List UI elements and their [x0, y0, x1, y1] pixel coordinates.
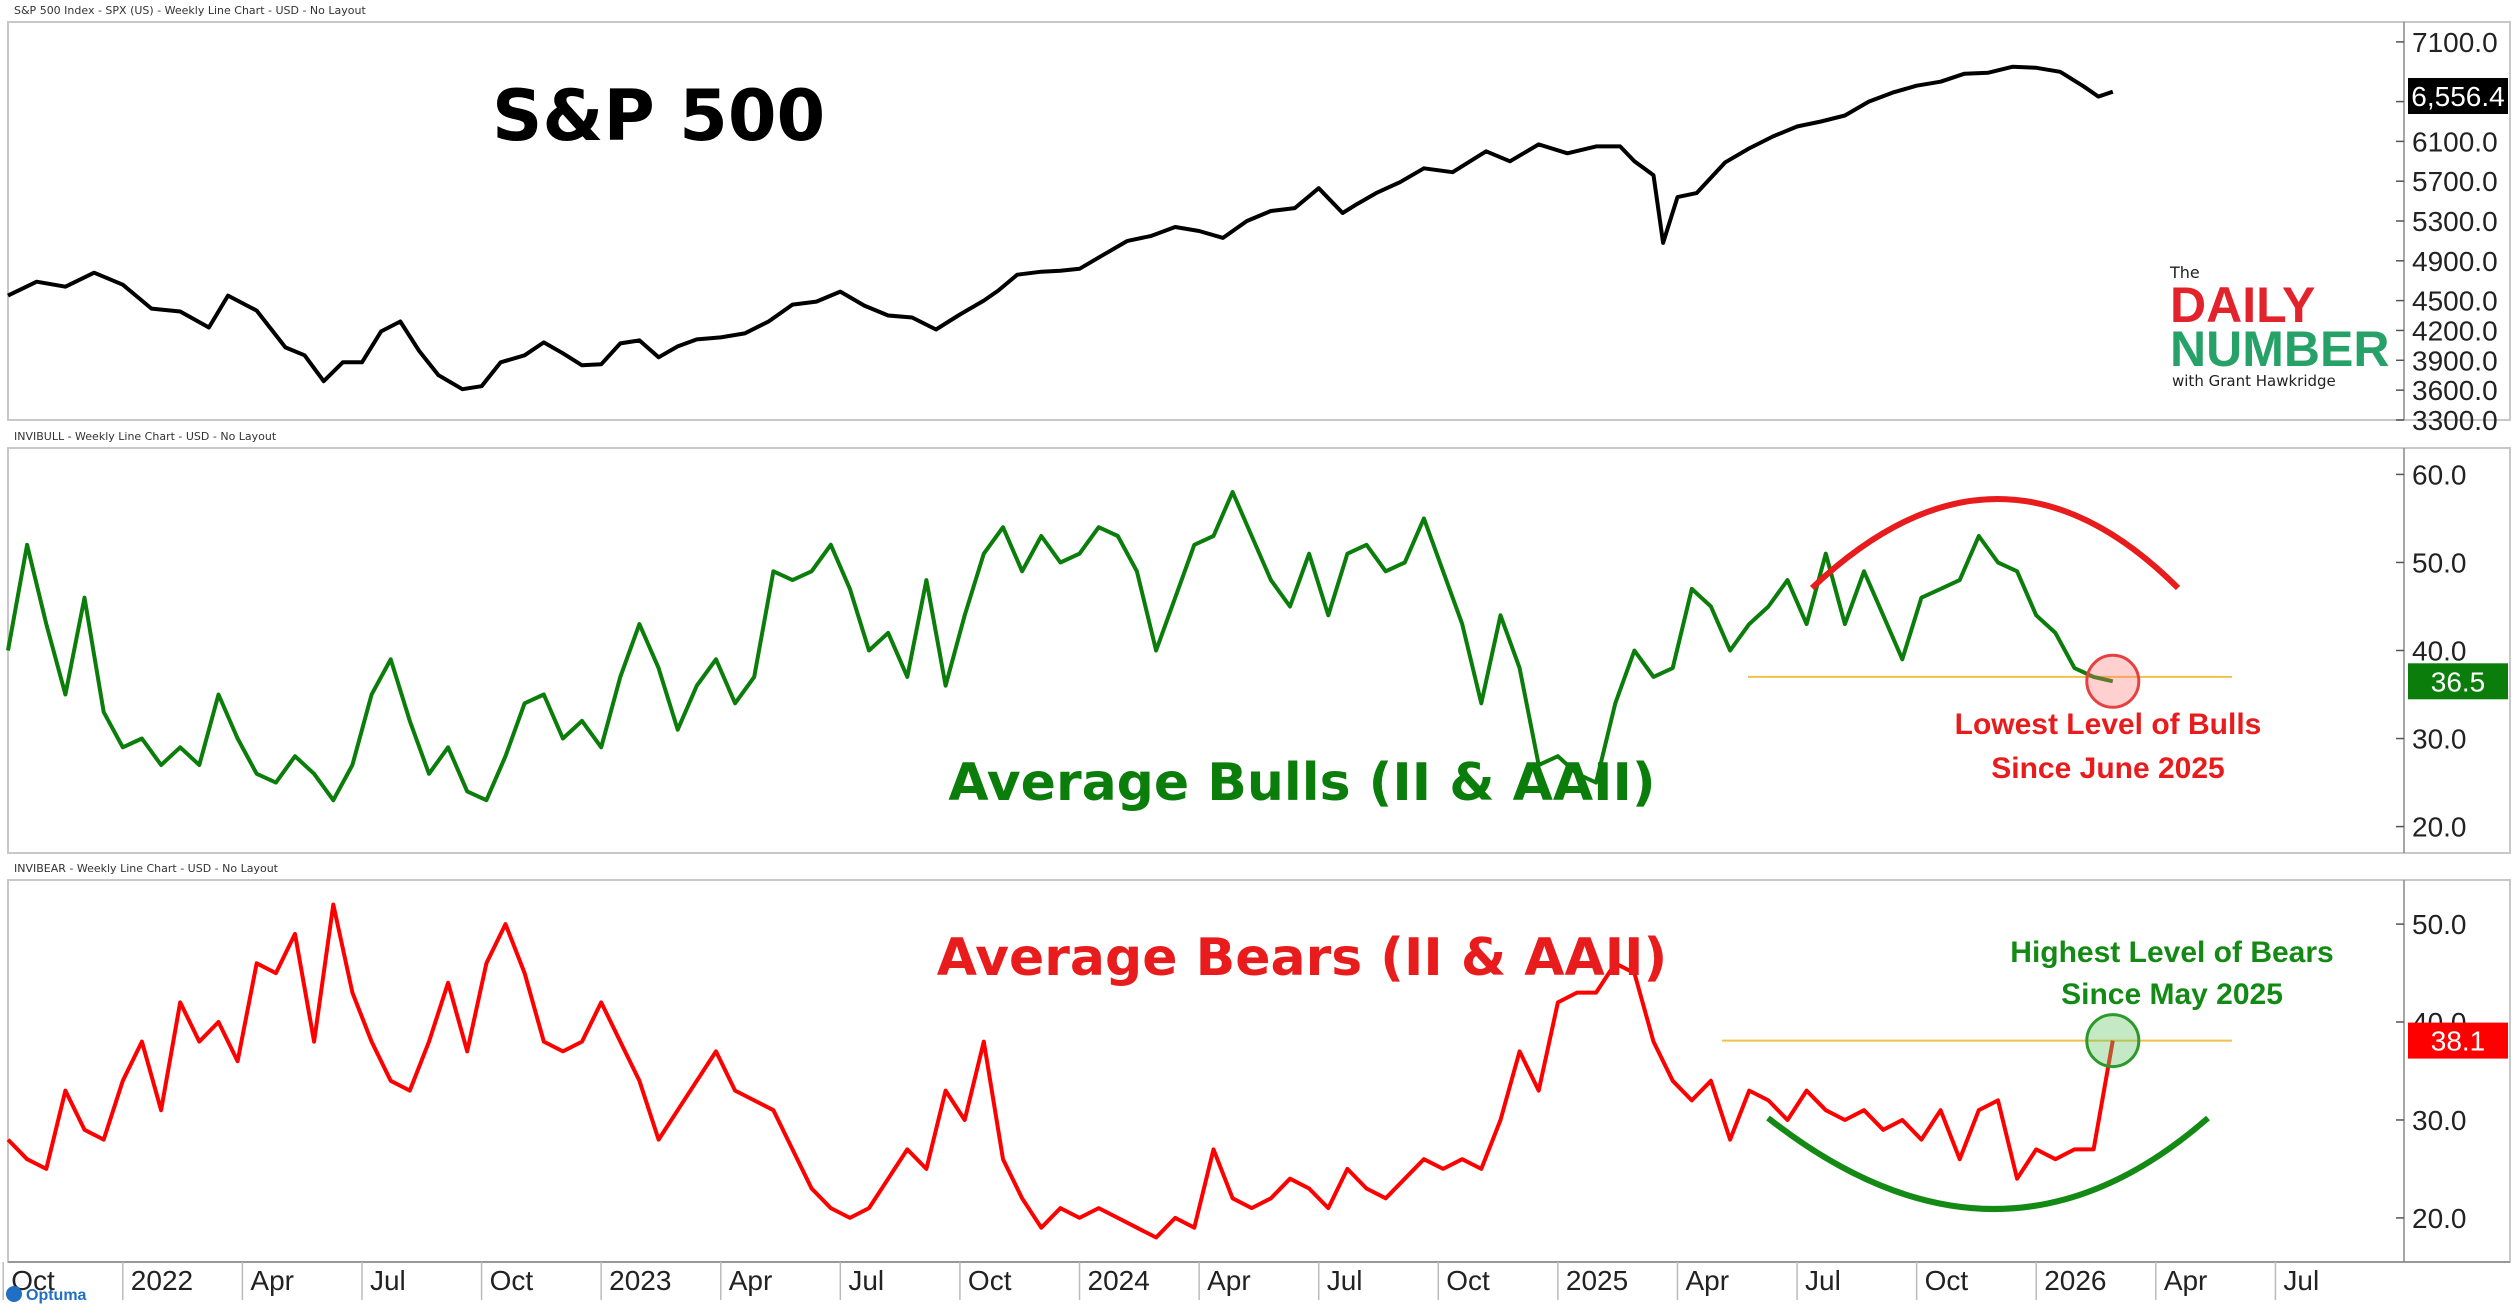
- bears-panel: INVIBEAR - Weekly Line Chart - USD - No …: [6, 862, 2511, 1263]
- sp500-series-line: [7, 64, 2114, 392]
- optuma-badge[interactable]: Optuma: [6, 1286, 87, 1304]
- bulls-y-tick-label: 60.0: [2412, 459, 2467, 490]
- logo-byline: with Grant Hawkridge: [2172, 372, 2336, 390]
- sp500-y-tick-label: 6100.0: [2412, 126, 2498, 157]
- bears-y-axis: 20.030.040.050.0: [2396, 880, 2467, 1262]
- x-tick-label: Oct: [1925, 1265, 1969, 1296]
- x-tick-label: Apr: [250, 1265, 294, 1296]
- bulls-top-arc: [1809, 496, 2181, 591]
- x-tick-label: 2026: [2044, 1265, 2106, 1296]
- bears-high-marker: [2085, 1013, 2141, 1069]
- x-tick-label: Apr: [1207, 1265, 1251, 1296]
- bulls-y-tick-label: 20.0: [2412, 812, 2467, 843]
- bears-y-tick-label: 20.0: [2412, 1203, 2467, 1234]
- sp500-header: S&P 500 Index - SPX (US) - Weekly Line C…: [14, 4, 366, 17]
- sp500-y-tick-label: 3600.0: [2412, 375, 2498, 406]
- x-tick-label: 2025: [1566, 1265, 1628, 1296]
- bulls-last-value: 36.5: [2431, 666, 2486, 697]
- bulls-header: INVIBULL - Weekly Line Chart - USD - No …: [14, 430, 277, 443]
- bulls-y-tick-label: 50.0: [2412, 547, 2467, 578]
- bulls-y-tick-label: 30.0: [2412, 724, 2467, 755]
- sp500-panel: S&P 500 Index - SPX (US) - Weekly Line C…: [7, 4, 2511, 436]
- bears-series-line: [6, 902, 2115, 1240]
- sp500-y-tick-label: 3300.0: [2412, 405, 2498, 436]
- logo-the: The: [2169, 263, 2200, 282]
- bears-annotation-line2: Since May 2025: [2061, 978, 2283, 1011]
- bulls-low-marker: [2085, 653, 2141, 709]
- bulls-title: Average Bulls (II & AAII): [948, 753, 1655, 813]
- bulls-last-value-badge: 36.5: [2408, 663, 2508, 700]
- x-tick-label: Jul: [1805, 1265, 1841, 1296]
- sp500-plot-frame: [7, 21, 2511, 421]
- bulls-annotation-line2: Since June 2025: [1991, 752, 2224, 785]
- x-tick-label: 2022: [131, 1265, 193, 1296]
- x-tick-label: Jul: [2283, 1265, 2319, 1296]
- bulls-series-line: [6, 490, 2114, 803]
- sp500-y-tick-label: 4500.0: [2412, 286, 2498, 317]
- x-tick-label: 2023: [609, 1265, 671, 1296]
- x-tick-label: Oct: [968, 1265, 1012, 1296]
- x-tick-label: 2024: [1088, 1265, 1150, 1296]
- x-tick-label: Jul: [370, 1265, 406, 1296]
- logo-daily: DAILY: [2170, 277, 2315, 333]
- x-tick-label: Jul: [848, 1265, 884, 1296]
- bears-bottom-arc: [1766, 1115, 2210, 1212]
- x-tick-label: Oct: [490, 1265, 534, 1296]
- optuma-icon: [6, 1286, 22, 1302]
- bears-last-value-badge: 38.1: [2408, 1022, 2508, 1059]
- bulls-y-tick-label: 40.0: [2412, 636, 2467, 667]
- bulls-y-axis: 20.0 30.0 40.0 50.0 60.0: [2396, 448, 2467, 853]
- sp500-y-tick-label: 4900.0: [2412, 246, 2498, 277]
- sp500-title: S&P 500: [492, 75, 825, 157]
- x-tick-label: Jul: [1327, 1265, 1363, 1296]
- sp500-y-tick-label: 3900.0: [2412, 345, 2498, 376]
- sp500-last-value: 6,556.4: [2411, 81, 2504, 112]
- bulls-plot-frame: [7, 447, 2511, 854]
- bears-y-tick-label: 30.0: [2412, 1105, 2467, 1136]
- sp500-y-tick-label: 4200.0: [2412, 315, 2498, 346]
- daily-number-logo: The DAILY NUMBER with Grant Hawkridge: [2169, 263, 2389, 390]
- optuma-label: Optuma: [26, 1287, 87, 1304]
- bulls-annotation-line1: Lowest Level of Bulls: [1955, 708, 2262, 741]
- x-tick-label: Apr: [1685, 1265, 1729, 1296]
- sp500-y-tick-label: 5300.0: [2412, 206, 2498, 237]
- bears-plot-frame: [7, 879, 2511, 1263]
- bears-title: Average Bears (II & AAII): [937, 928, 1668, 988]
- x-axis: Oct 2022 Apr Jul Oct 2023 Apr Jul Oct 2024 Apr Jul O…: [2, 1261, 2510, 1300]
- logo-number: NUMBER: [2170, 321, 2389, 377]
- x-tick-label: Oct: [1446, 1265, 1490, 1296]
- bears-y-tick-label: 50.0: [2412, 909, 2467, 940]
- x-tick-label: Apr: [729, 1265, 773, 1296]
- bears-last-value: 38.1: [2431, 1026, 2486, 1057]
- bears-annotation-line1: Highest Level of Bears: [2010, 936, 2333, 969]
- sp500-y-tick-label: 7100.0: [2412, 27, 2498, 58]
- sp500-y-tick-label: 5700.0: [2412, 166, 2498, 197]
- bulls-panel: INVIBULL - Weekly Line Chart - USD - No …: [6, 430, 2511, 854]
- x-tick-label: Apr: [2164, 1265, 2208, 1296]
- bears-header: INVIBEAR - Weekly Line Chart - USD - No …: [14, 862, 279, 875]
- sp500-last-value-badge: 6,556.4: [2408, 78, 2508, 114]
